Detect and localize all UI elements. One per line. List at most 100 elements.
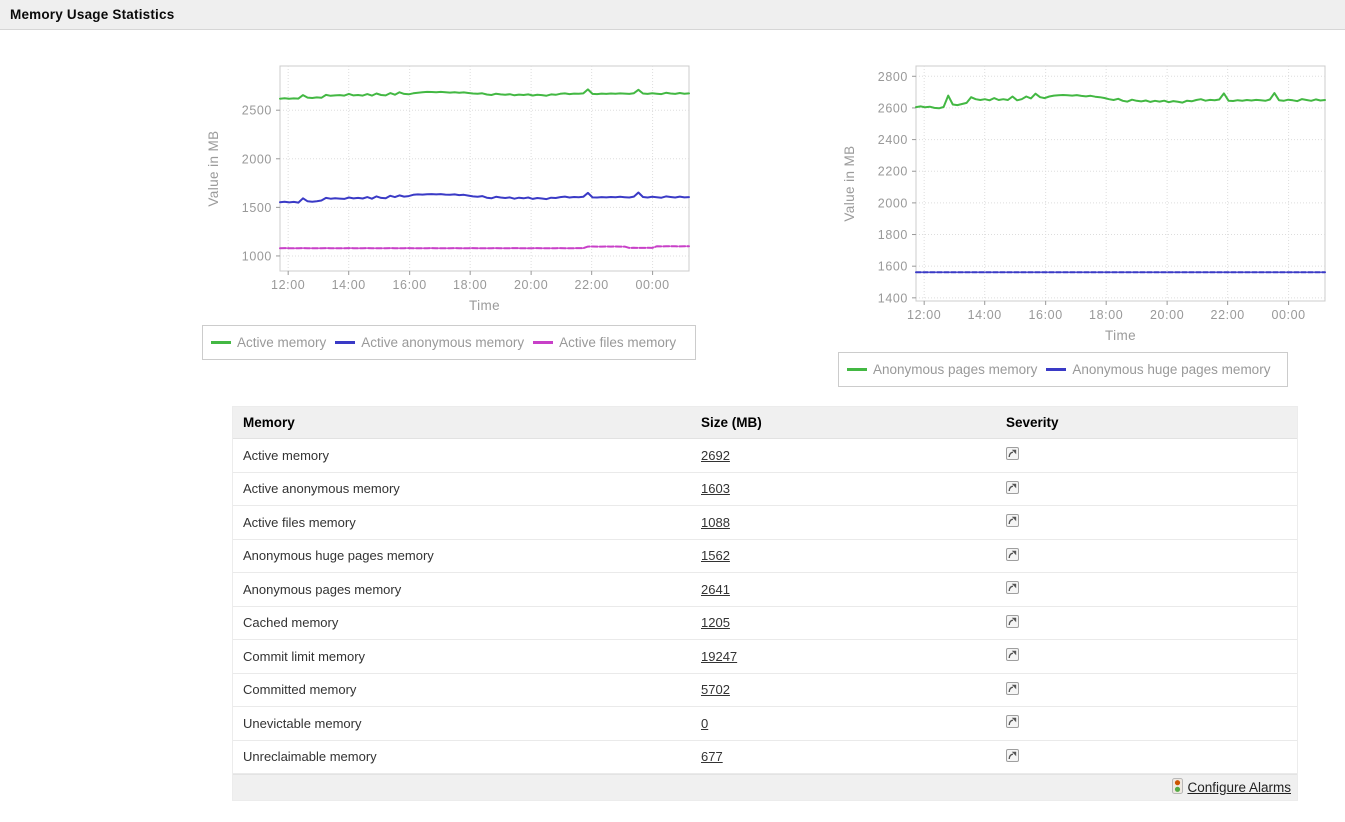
legend-line-swatch [211, 340, 231, 344]
severity-cell [1006, 681, 1297, 698]
severity-cell [1006, 614, 1297, 631]
size-cell: 0 [701, 716, 1006, 731]
svg-text:00:00: 00:00 [635, 278, 669, 292]
clear-severity-arrow-icon [1006, 447, 1019, 461]
table-row: Committed memory 5702 [233, 673, 1297, 707]
severity-cell [1006, 447, 1297, 463]
svg-text:Value in MB: Value in MB [842, 145, 857, 221]
svg-text:22:00: 22:00 [575, 278, 609, 292]
memory-name-cell: Cached memory [243, 615, 339, 631]
memory-name-cell: Commit limit memory [243, 648, 366, 664]
severity-icon[interactable] [1006, 614, 1019, 631]
severity-icon[interactable] [1006, 648, 1019, 664]
clear-severity-arrow-icon [1006, 514, 1019, 528]
clear-severity-arrow-icon [1006, 547, 1019, 561]
severity-icon[interactable] [1006, 447, 1019, 463]
size-cell: 2641 [701, 582, 1006, 597]
size-value-link[interactable]: 1088 [701, 514, 730, 530]
severity-icon[interactable] [1006, 514, 1019, 530]
severity-icon[interactable] [1006, 480, 1019, 497]
page-title: Memory Usage Statistics [10, 7, 175, 22]
legend-anonymous-memory: Anonymous pages memory Anonymous huge pag… [838, 352, 1289, 387]
memory-table: Memory Size (MB) Severity Active memory 2… [232, 406, 1298, 801]
severity-cell [1006, 715, 1297, 731]
memory-name-cell: Committed memory [243, 682, 357, 698]
svg-text:Value in MB: Value in MB [206, 130, 221, 206]
legend-label: Active anonymous memory [361, 335, 525, 350]
column-header-memory: Memory [243, 415, 295, 430]
size-value-link[interactable]: 1205 [701, 615, 730, 631]
severity-icon[interactable] [1006, 715, 1019, 731]
size-value-link[interactable]: 1562 [701, 548, 730, 564]
column-header-severity: Severity [1006, 415, 1059, 430]
svg-text:16:00: 16:00 [393, 278, 427, 292]
size-value-link[interactable]: 677 [701, 749, 723, 765]
svg-text:14:00: 14:00 [332, 278, 366, 292]
legend-line-swatch [847, 367, 867, 371]
clear-severity-arrow-icon [1006, 748, 1019, 762]
table-row: Unevictable memory 0 [233, 707, 1297, 741]
severity-icon[interactable] [1006, 581, 1019, 597]
svg-text:2600: 2600 [878, 101, 908, 115]
memory-name-cell: Unreclaimable memory [243, 749, 377, 765]
svg-text:1500: 1500 [242, 201, 272, 215]
size-value-link[interactable]: 2692 [701, 447, 730, 463]
size-cell: 1603 [701, 481, 1006, 496]
svg-text:1800: 1800 [878, 228, 908, 242]
table-row: Active anonymous memory 1603 [233, 472, 1297, 506]
severity-icon[interactable] [1006, 748, 1019, 765]
svg-text:2500: 2500 [242, 104, 272, 118]
table-body: Active memory 2692 Active anonymous memory… [233, 439, 1297, 774]
svg-text:18:00: 18:00 [1089, 308, 1123, 322]
severity-cell [1006, 581, 1297, 597]
memory-name-cell: Anonymous huge pages memory [243, 548, 434, 564]
memory-name-cell: Active files memory [243, 514, 356, 530]
svg-text:20:00: 20:00 [514, 278, 548, 292]
size-cell: 1088 [701, 515, 1006, 530]
table-row: Anonymous pages memory 2641 [233, 573, 1297, 607]
size-value-link[interactable]: 0 [701, 715, 709, 731]
traffic-light-icon [1172, 778, 1184, 797]
clear-severity-arrow-icon [1006, 681, 1019, 695]
legend-label: Active files memory [559, 335, 677, 350]
size-cell: 1562 [701, 548, 1006, 563]
legend-active-memory: Active memory Active anonymous memory Acti… [202, 325, 696, 360]
svg-text:2000: 2000 [878, 196, 908, 210]
severity-icon[interactable] [1006, 681, 1019, 698]
table-row: Active files memory 1088 [233, 506, 1297, 540]
size-value-link[interactable]: 19247 [701, 648, 738, 664]
svg-text:20:00: 20:00 [1150, 308, 1184, 322]
legend-item: Anonymous huge pages memory [1046, 362, 1270, 377]
severity-cell [1006, 547, 1297, 564]
clear-severity-arrow-icon [1006, 480, 1019, 494]
size-cell: 677 [701, 749, 1006, 764]
severity-cell [1006, 514, 1297, 530]
svg-text:14:00: 14:00 [968, 308, 1002, 322]
svg-text:00:00: 00:00 [1271, 308, 1305, 322]
configure-alarms-link[interactable]: Configure Alarms [1187, 780, 1291, 795]
memory-name-cell: Active memory [243, 447, 329, 463]
legend-label: Active memory [237, 335, 327, 350]
clear-severity-arrow-icon [1006, 614, 1019, 628]
clear-severity-arrow-icon [1006, 648, 1019, 662]
size-cell: 2692 [701, 448, 1006, 463]
table-header-row: Memory Size (MB) Severity [233, 407, 1297, 439]
svg-text:22:00: 22:00 [1211, 308, 1245, 322]
svg-text:2000: 2000 [242, 152, 272, 166]
title-bar: Memory Usage Statistics [0, 0, 1345, 30]
severity-icon[interactable] [1006, 547, 1019, 564]
size-value-link[interactable]: 1603 [701, 481, 730, 497]
memory-name-cell: Anonymous pages memory [243, 581, 402, 597]
svg-text:16:00: 16:00 [1029, 308, 1063, 322]
size-value-link[interactable]: 2641 [701, 581, 730, 597]
legend-label: Anonymous pages memory [873, 362, 1038, 377]
svg-text:2200: 2200 [878, 165, 908, 179]
svg-text:12:00: 12:00 [271, 278, 305, 292]
clear-severity-arrow-icon [1006, 581, 1019, 595]
size-value-link[interactable]: 5702 [701, 682, 730, 698]
svg-text:1600: 1600 [878, 260, 908, 274]
svg-text:2800: 2800 [878, 70, 908, 84]
memory-name-cell: Active anonymous memory [243, 481, 400, 497]
legend-item: Active files memory [533, 335, 676, 350]
chart-active-memory: 12:00 14:00 16:00 18:00 20:00 22:00 00:00 1000 1… [206, 65, 690, 313]
